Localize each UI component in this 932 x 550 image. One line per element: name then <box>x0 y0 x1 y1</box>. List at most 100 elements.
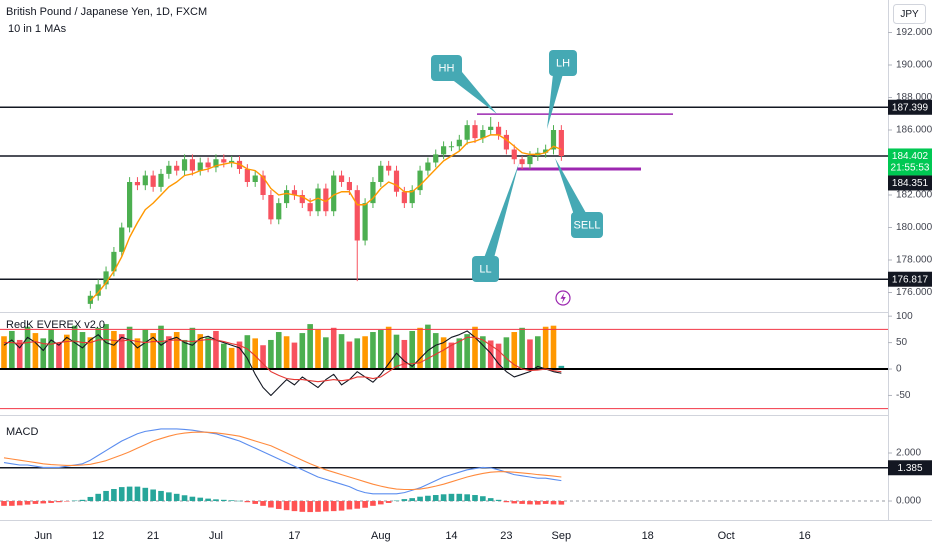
histogram-bar <box>283 501 290 511</box>
y-tick-label: 188.000 <box>896 92 932 103</box>
callout-pointer <box>547 74 563 129</box>
volume-bar <box>79 332 86 370</box>
histogram-bar <box>487 498 494 502</box>
histogram-bar <box>32 501 39 504</box>
candle-body <box>134 182 141 186</box>
y-tick-label: 180.000 <box>896 222 932 233</box>
candle-body <box>550 130 557 150</box>
currency-button[interactable] <box>893 4 926 24</box>
candle-body <box>456 139 462 147</box>
histogram-bar <box>40 501 47 504</box>
volume-bar <box>511 332 518 370</box>
candle-body <box>543 149 549 153</box>
price-label: 187.399 <box>892 102 929 113</box>
volume-bar <box>550 325 557 370</box>
volume-bar <box>205 337 211 370</box>
histogram-bar <box>9 501 15 506</box>
histogram-bar <box>456 493 463 502</box>
candle-body <box>260 175 266 195</box>
candle-body <box>127 182 133 228</box>
candle-body <box>244 169 250 182</box>
histogram-bar <box>432 495 439 502</box>
volume-bar <box>56 342 62 370</box>
candle-body <box>276 203 282 220</box>
candle-body <box>527 156 533 165</box>
histogram-bar <box>535 501 541 505</box>
histogram-bar <box>103 490 109 502</box>
volume-bar <box>409 330 415 370</box>
callout-text: HH <box>439 62 455 74</box>
y-tick-label: 176.000 <box>896 287 932 298</box>
histogram-bar <box>158 490 164 502</box>
histogram-bar <box>166 492 172 502</box>
histogram-bar <box>440 494 447 502</box>
candle-body <box>409 190 415 204</box>
volume-bar <box>173 332 180 370</box>
volume-bar <box>221 343 227 370</box>
histogram-bar <box>385 501 392 503</box>
histogram-bar <box>330 501 337 512</box>
candle-body <box>95 284 101 296</box>
callout-text: LH <box>556 57 570 69</box>
x-tick-label: 16 <box>799 530 811 542</box>
x-tick-label: Sep <box>552 530 572 542</box>
volume-bar <box>103 324 109 370</box>
histogram-bar <box>64 501 70 502</box>
y-tick-label: 0.000 <box>896 496 921 507</box>
volume-bar <box>95 327 101 370</box>
indicator-label: MACD <box>6 426 38 438</box>
histogram-bar <box>378 501 384 505</box>
candle-body <box>370 182 376 204</box>
y-tick-label: 190.000 <box>896 60 932 71</box>
histogram-bar <box>542 501 549 504</box>
volume-bar <box>268 339 274 370</box>
candle-body <box>558 130 564 156</box>
histogram-bar <box>472 495 478 502</box>
candle-body <box>425 162 431 171</box>
y-tick-label: 100 <box>896 311 913 322</box>
histogram-bar <box>370 501 376 506</box>
volume-bar <box>24 326 31 370</box>
candle-body <box>150 175 156 187</box>
x-tick-label: 14 <box>445 530 457 542</box>
volume-bar <box>16 339 23 370</box>
histogram-bar <box>228 500 235 502</box>
volume-bar <box>472 326 478 370</box>
volume-bar <box>417 327 423 370</box>
volume-bar <box>401 339 408 370</box>
histogram-bar <box>448 493 455 502</box>
histogram-bar <box>1 501 7 506</box>
candle-body <box>472 125 478 139</box>
volume-bar <box>40 338 47 370</box>
callout-text: SELL <box>574 219 601 231</box>
x-tick-label: 18 <box>642 530 654 542</box>
histogram-bar <box>260 501 266 506</box>
candle-body <box>495 126 502 135</box>
histogram-bar <box>197 497 204 502</box>
volume-bar <box>118 334 125 370</box>
candle-body <box>307 203 313 212</box>
candle-body <box>166 165 172 174</box>
axes: Jun 12 21 Jul 17 Aug 14 23 Sep 18 Oct 16 192.000 190.… <box>34 27 932 542</box>
candle-body <box>346 182 352 191</box>
volume-bar <box>283 336 290 370</box>
volume-bar <box>71 325 78 370</box>
callout-pointer <box>450 72 497 114</box>
histogram-bar <box>299 501 306 512</box>
candle-body <box>503 134 509 150</box>
volume-bar <box>197 334 204 370</box>
histogram-bar <box>48 501 54 503</box>
histogram-bar <box>150 489 156 502</box>
histogram-bar <box>291 501 298 512</box>
callout-ll: LL <box>472 163 519 282</box>
indicator-label: 10 in 1 MAs <box>8 23 67 35</box>
volume-bar <box>134 338 141 370</box>
volume-bar <box>354 338 361 370</box>
candle-body <box>221 159 227 163</box>
histogram-bar <box>244 501 251 503</box>
alert-icon[interactable] <box>555 290 571 306</box>
histogram-bar <box>503 501 510 503</box>
histogram-bar <box>268 501 274 508</box>
histogram-bar <box>205 498 211 502</box>
